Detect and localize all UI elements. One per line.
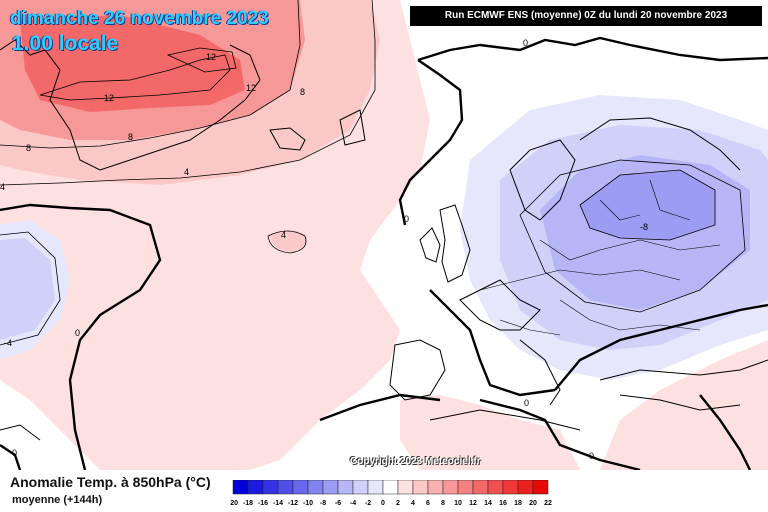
color-scale-boxes — [232, 480, 549, 495]
color-scale-tick: 22 — [544, 500, 552, 507]
color-scale-box — [502, 480, 519, 495]
forecast-date: dimanche 26 novembre 2023 — [10, 8, 269, 29]
color-scale-box — [427, 480, 444, 495]
contour-label: -8 — [640, 222, 648, 232]
color-scale-tick: 2 — [396, 500, 400, 507]
color-scale-box — [232, 480, 249, 495]
color-scale-box — [337, 480, 354, 495]
color-scale-box — [247, 480, 264, 495]
color-scale-box — [382, 480, 399, 495]
warm-anomaly-area — [20, 15, 245, 112]
warm-anomaly-area — [270, 230, 306, 252]
anomaly-contours — [0, 0, 746, 346]
color-scale-tick: -6 — [335, 500, 341, 507]
coastlines — [0, 39, 768, 441]
color-scale-box — [292, 480, 309, 495]
cold-anomaly-area — [580, 170, 715, 240]
color-scale-tick: 4 — [411, 500, 415, 507]
contour-label: 0 — [523, 38, 528, 48]
color-scale-box — [457, 480, 474, 495]
color-scale-tick: -10 — [303, 500, 313, 507]
color-scale-box — [397, 480, 414, 495]
legend-subtitle: moyenne (+144h) — [12, 494, 103, 506]
contour-label: 12 — [206, 52, 216, 62]
color-scale-tick: 0 — [381, 500, 385, 507]
contour-label: 0 — [524, 398, 529, 408]
color-scale-box — [367, 480, 384, 495]
color-scale-tick: 20 — [529, 500, 537, 507]
contour-label: -4 — [4, 338, 12, 348]
run-info: Run ECMWF ENS (moyenne) 0Z du lundi 20 n… — [410, 6, 762, 26]
color-scale-tick: 14 — [484, 500, 492, 507]
contour-label: 12 — [246, 83, 256, 93]
legend-title: Anomalie Temp. à 850hPa (°C) — [10, 474, 211, 490]
contour-label: 4 — [184, 167, 189, 177]
color-scale-tick: 16 — [499, 500, 507, 507]
color-scale-box — [262, 480, 279, 495]
color-scale-tick: -12 — [288, 500, 298, 507]
color-scale: -20-18-16-14-12-10-8-6-4-202468101214161… — [230, 480, 552, 507]
contour-label: 4 — [281, 230, 286, 240]
cold-anomaly-area — [0, 238, 55, 340]
contour-label: 8 — [128, 132, 133, 142]
color-scale-tick: 8 — [441, 500, 445, 507]
forecast-time: 1.00 locale — [12, 32, 119, 55]
color-scale-tick: -2 — [365, 500, 371, 507]
color-scale-ticks: -20-18-16-14-12-10-8-6-4-202468101214161… — [230, 500, 552, 507]
color-scale-tick: -8 — [320, 500, 326, 507]
warm-anomaly-area — [600, 340, 768, 470]
color-scale-box — [517, 480, 534, 495]
contour-label: 0 — [75, 328, 80, 338]
color-scale-tick: -16 — [258, 500, 268, 507]
color-scale-box — [412, 480, 429, 495]
temperature-anomaly-map: 12 12 12 8 8 8 4 4 4 0 0 0 0 0 0 -4 -8 — [0, 0, 768, 470]
color-scale-tick: -18 — [243, 500, 253, 507]
color-scale-box — [352, 480, 369, 495]
contour-label: 8 — [300, 87, 305, 97]
contour-label: 0 — [404, 214, 409, 224]
color-scale-box — [442, 480, 459, 495]
color-scale-tick: 18 — [514, 500, 522, 507]
contour-label: 4 — [0, 182, 5, 192]
contour-label: 0 — [12, 448, 17, 458]
color-scale-box — [322, 480, 339, 495]
color-scale-tick: -4 — [350, 500, 356, 507]
color-scale-box — [472, 480, 489, 495]
contour-label: 8 — [26, 143, 31, 153]
color-scale-box — [487, 480, 504, 495]
warm-anomaly-area — [400, 395, 580, 470]
color-scale-tick: 12 — [469, 500, 477, 507]
contour-label: 0 — [589, 451, 594, 461]
color-scale-tick: 6 — [426, 500, 430, 507]
color-scale-tick: 10 — [454, 500, 462, 507]
color-scale-tick: -14 — [273, 500, 283, 507]
legend-panel: Anomalie Temp. à 850hPa (°C) moyenne (+1… — [0, 470, 768, 512]
contour-labels: 12 12 12 8 8 8 4 4 4 0 0 0 0 0 0 -4 -8 — [0, 38, 648, 461]
contour-label: 12 — [104, 93, 114, 103]
zero-contours — [0, 36, 768, 470]
color-scale-box — [307, 480, 324, 495]
color-scale-tick: -20 — [230, 500, 238, 507]
copyright: Copyright 2023 Meteociel.fr — [350, 456, 481, 467]
color-scale-box — [532, 480, 549, 495]
color-scale-box — [277, 480, 294, 495]
